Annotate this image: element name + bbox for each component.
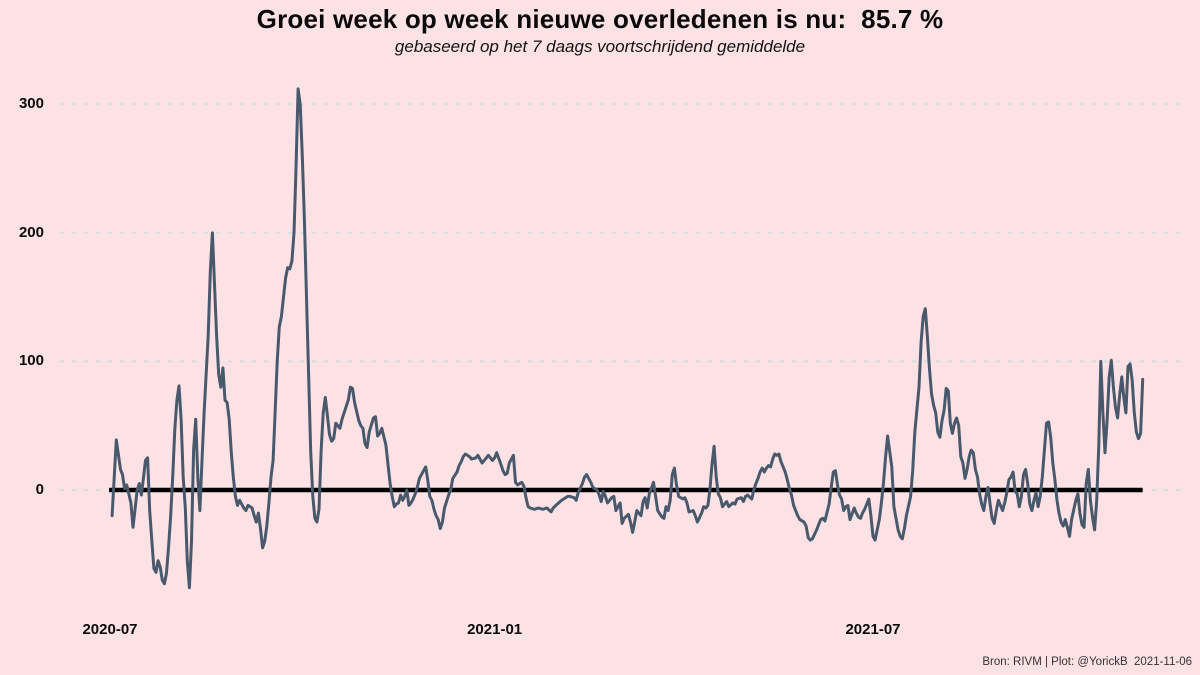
y-tick-label-100: 100 — [18, 352, 44, 370]
x-tick-label-2020-07: 2020-07 — [82, 621, 138, 638]
chart-subtitle: gebaseerd op het 7 daags voortschrijdend… — [394, 37, 806, 56]
chart-title: Groei week op week nieuwe overledenen is… — [256, 4, 944, 34]
x-tick-label-2021-07: 2021-07 — [845, 621, 901, 638]
x-tick-label-2021-01: 2021-01 — [467, 621, 523, 638]
series-line — [110, 87, 1145, 590]
y-tick-label-0: 0 — [35, 481, 44, 498]
y-tick-label-200: 200 — [18, 223, 44, 241]
source-caption: Bron: RIVM | Plot: @YorickB 2021-11-06 — [982, 656, 1192, 668]
y-tick-label-300: 300 — [18, 95, 44, 113]
